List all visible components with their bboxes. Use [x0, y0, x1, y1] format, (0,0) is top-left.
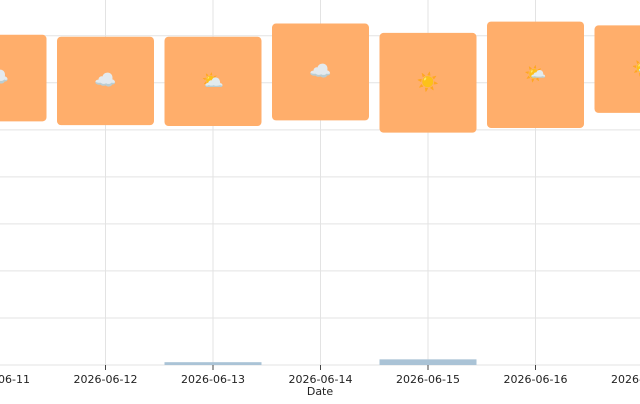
x-tick-label: 2026-06-15: [396, 373, 460, 386]
x-axis-title: Date: [307, 385, 334, 398]
weather-icon: ☁️: [94, 70, 116, 91]
x-tick-label: 2026-06-13: [181, 373, 245, 386]
precipitation-bar: [380, 359, 477, 365]
x-tick-label: 2026-06-12: [74, 373, 138, 386]
weather-icon: ⛅: [202, 70, 224, 91]
x-tick-label: 2026-06-11: [0, 373, 30, 386]
weather-icon: ☁️: [309, 61, 331, 82]
weather-icon: ☁️: [0, 67, 9, 88]
x-tick-label: 2026-06-17: [611, 373, 640, 386]
weather-icon: 🌤️: [632, 58, 640, 79]
x-tick-label: 2026-06-16: [504, 373, 568, 386]
weather-icon: ☀️: [417, 71, 439, 93]
precipitation-bar: [165, 362, 262, 365]
weather-icon: 🌤️: [524, 64, 546, 85]
